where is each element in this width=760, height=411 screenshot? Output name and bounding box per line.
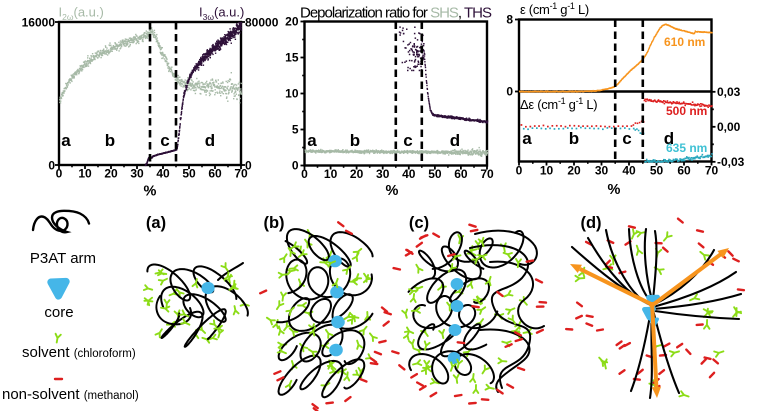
svg-text:635 nm: 635 nm (666, 141, 707, 155)
svg-text:0: 0 (245, 159, 252, 173)
svg-text:30: 30 (376, 167, 390, 181)
svg-text:70: 70 (705, 164, 719, 178)
svg-text:a: a (522, 129, 532, 148)
svg-text:0: 0 (56, 167, 63, 181)
svg-text:60: 60 (677, 164, 691, 178)
svg-text:15: 15 (285, 51, 299, 65)
svg-text:a: a (61, 131, 71, 150)
svg-text:%: % (144, 184, 157, 200)
svg-text:20: 20 (104, 167, 118, 181)
svg-text:0: 0 (48, 159, 55, 173)
svg-text:0: 0 (516, 164, 523, 178)
svg-text:b: b (569, 129, 579, 148)
svg-text:10: 10 (324, 167, 338, 181)
svg-text:0: 0 (301, 167, 308, 181)
svg-text:8: 8 (506, 13, 513, 27)
svg-text:20: 20 (350, 167, 364, 181)
svg-text:500 nm: 500 nm (666, 104, 707, 118)
svg-text:50: 50 (650, 164, 664, 178)
svg-text:50: 50 (182, 167, 196, 181)
svg-text:20: 20 (567, 164, 581, 178)
svg-text:80000: 80000 (245, 16, 279, 30)
svg-text:0: 0 (292, 159, 299, 173)
svg-text:10: 10 (78, 167, 92, 181)
svg-text:(d): (d) (580, 214, 601, 232)
svg-text:70: 70 (480, 167, 494, 181)
svg-text:0: 0 (506, 85, 513, 99)
svg-text:a: a (307, 131, 317, 150)
svg-text:core: core (44, 304, 73, 321)
svg-text:d: d (205, 131, 215, 150)
svg-text:20: 20 (285, 15, 299, 29)
svg-text:30: 30 (595, 164, 609, 178)
svg-text:40: 40 (402, 167, 416, 181)
svg-text:50: 50 (428, 167, 442, 181)
svg-text:P3AT arm: P3AT arm (30, 250, 96, 267)
svg-text:b: b (350, 131, 360, 150)
svg-text:(b): (b) (263, 214, 284, 232)
svg-text:0,00: 0,00 (717, 120, 741, 134)
svg-text:0,03: 0,03 (717, 85, 741, 99)
svg-text:60: 60 (208, 167, 222, 181)
svg-text:40: 40 (156, 167, 170, 181)
svg-text:c: c (160, 131, 169, 150)
svg-text:30: 30 (130, 167, 144, 181)
svg-text:60: 60 (454, 167, 468, 181)
svg-text:5: 5 (292, 123, 299, 137)
svg-text:10: 10 (285, 87, 299, 101)
svg-text:70: 70 (234, 167, 248, 181)
svg-text:d: d (664, 129, 674, 148)
svg-text:Depolarization ratio for SHS,: Depolarization ratio for SHS, THS (300, 5, 492, 22)
svg-text:%: % (608, 182, 621, 198)
svg-text:-0,03: -0,03 (717, 155, 745, 169)
svg-text:solvent (chloroform): solvent (chloroform) (22, 344, 136, 361)
svg-text:40: 40 (622, 164, 636, 178)
svg-text:10: 10 (540, 164, 554, 178)
svg-text:16000: 16000 (22, 16, 56, 30)
svg-text:%: % (386, 183, 399, 199)
svg-text:(a): (a) (146, 214, 166, 232)
svg-text:610 nm: 610 nm (664, 35, 705, 49)
svg-text:d: d (450, 131, 460, 150)
svg-text:b: b (105, 131, 115, 150)
svg-text:non-solvent (methanol): non-solvent (methanol) (2, 386, 139, 403)
svg-text:c: c (403, 131, 412, 150)
svg-text:(c): (c) (409, 214, 429, 232)
svg-text:c: c (622, 129, 631, 148)
